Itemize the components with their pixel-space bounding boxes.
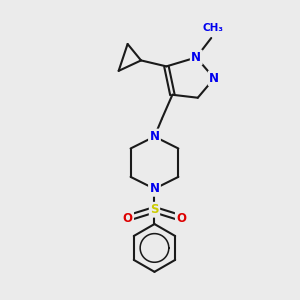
Text: N: N (209, 72, 219, 85)
Text: O: O (176, 212, 186, 225)
Text: CH₃: CH₃ (202, 23, 223, 34)
Text: S: S (150, 203, 159, 216)
Text: O: O (123, 212, 133, 225)
Text: N: N (149, 130, 160, 143)
Text: N: N (149, 182, 160, 195)
Text: N: N (191, 51, 201, 64)
